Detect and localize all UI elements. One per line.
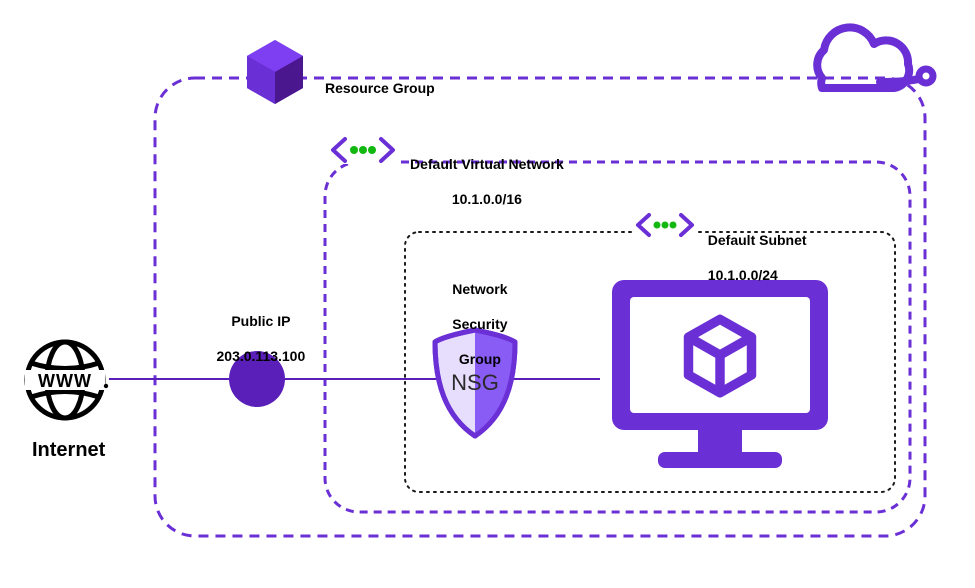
internet-icon: WWW <box>25 342 108 418</box>
public-ip-label-l2: 203.0.113.100 <box>217 348 306 364</box>
vnet-label-l2: 10.1.0.0/16 <box>452 191 522 207</box>
diagram-canvas: WWW NSG <box>0 0 975 588</box>
cube-icon <box>247 40 303 104</box>
vnet-label-l1: Default Virtual Network <box>410 156 564 172</box>
svg-text:NSG: NSG <box>451 370 499 395</box>
nsg-label-l1: Network <box>452 281 507 297</box>
nsg-label-l3: Group <box>459 351 501 367</box>
vm-monitor-icon <box>612 280 828 468</box>
vnet-icon <box>329 136 397 164</box>
nsg-label-l2: Security <box>452 316 507 332</box>
svg-text:WWW: WWW <box>38 371 92 391</box>
vnet-label: Default Virtual Network 10.1.0.0/16 <box>398 138 568 208</box>
nsg-label: Network Security Group <box>440 263 512 368</box>
public-ip-label-l1: Public IP <box>231 313 290 329</box>
resource-group-label: Resource Group <box>325 80 435 98</box>
subnet-icon <box>633 212 697 238</box>
subnet-label: Default Subnet 10.1.0.0/24 <box>700 214 820 284</box>
public-ip-label: Public IP 203.0.113.100 <box>207 295 307 365</box>
subnet-label-l1: Default Subnet <box>708 232 807 248</box>
subnet-label-l2: 10.1.0.0/24 <box>708 267 778 283</box>
internet-label: Internet <box>32 438 105 463</box>
